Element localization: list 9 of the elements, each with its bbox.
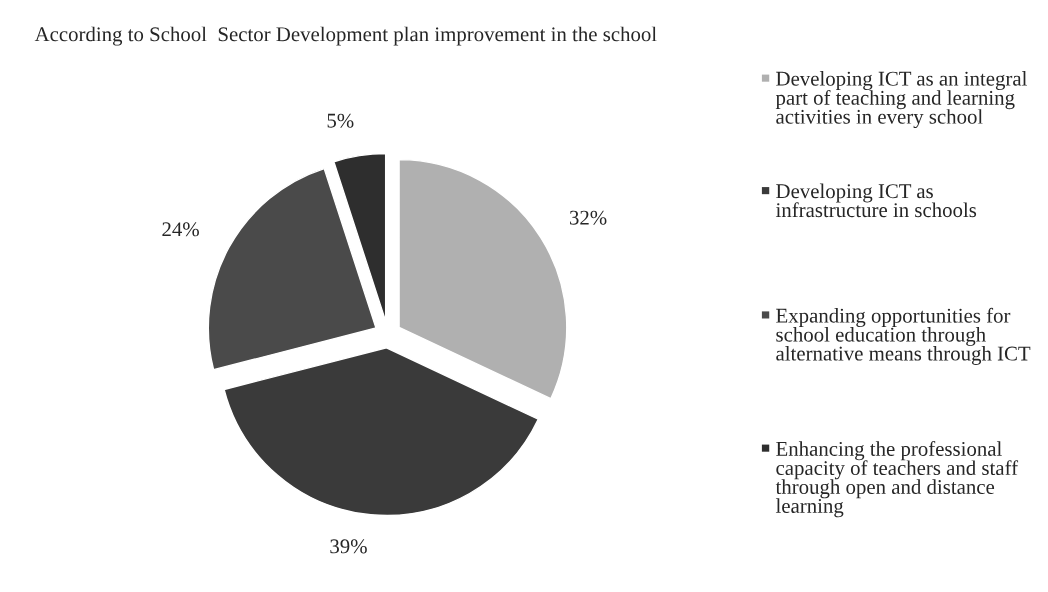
legend-label: Expanding opportunities for school education through alternative means through ICT [776, 307, 1031, 365]
chart-title: According to School Sector Development plan improvement in the school [34, 26, 657, 46]
data-label: 32% [569, 210, 607, 225]
legend-label: Developing ICT as infrastructure in schools [775, 183, 977, 218]
legend-label: Enhancing the professional capacity of teachers and staff through open and distance learning [775, 441, 1019, 518]
data-label: 24% [162, 222, 199, 237]
data-label: 39% [330, 539, 367, 554]
data-label: 5% [327, 113, 354, 128]
legend-label: Developing ICT as an integral part of teaching and learning activities in every school [775, 71, 1027, 129]
